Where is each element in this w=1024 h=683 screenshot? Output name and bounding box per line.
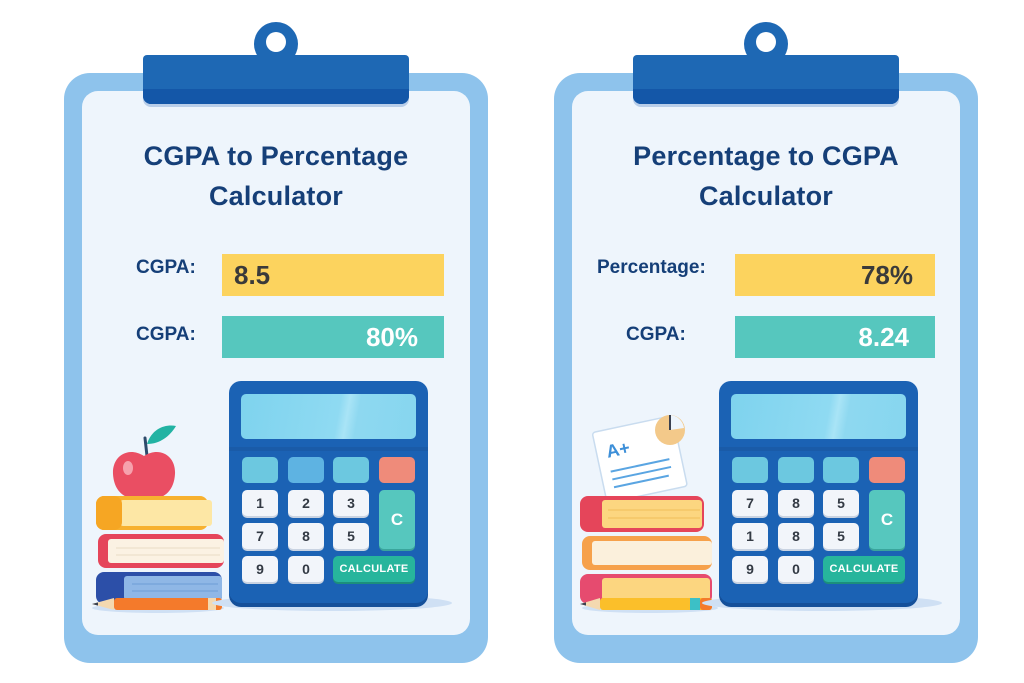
- calculator-display: [241, 394, 416, 439]
- key-0[interactable]: 0: [288, 556, 324, 582]
- function-key[interactable]: [823, 457, 859, 483]
- key-0[interactable]: 0: [778, 556, 814, 582]
- key-9[interactable]: 9: [732, 556, 768, 582]
- function-key-red[interactable]: [869, 457, 905, 483]
- key-5[interactable]: 5: [823, 523, 859, 549]
- key-8[interactable]: 8: [778, 523, 814, 549]
- key-7[interactable]: 7: [732, 490, 768, 516]
- key-1[interactable]: 1: [732, 523, 768, 549]
- function-key[interactable]: [288, 457, 324, 483]
- function-key[interactable]: [242, 457, 278, 483]
- function-key[interactable]: [333, 457, 369, 483]
- result-label: CGPA:: [136, 324, 196, 345]
- cgpa-input-field[interactable]: 8.5: [222, 254, 444, 296]
- grade-paper-books-pencil-icon: A+: [580, 415, 718, 613]
- apple-books-pencil-icon: [92, 425, 224, 613]
- clear-button[interactable]: C: [379, 490, 415, 549]
- key-2[interactable]: 2: [288, 490, 324, 516]
- key-3[interactable]: 3: [333, 490, 369, 516]
- svg-text:A+: A+: [604, 437, 631, 461]
- key-8[interactable]: 8: [778, 490, 814, 516]
- percentage-input-label: Percentage:: [597, 257, 706, 278]
- result-label: CGPA:: [626, 324, 686, 345]
- key-5[interactable]: 5: [333, 523, 369, 549]
- calculate-button[interactable]: CALCULATE: [333, 556, 415, 582]
- clear-button[interactable]: C: [869, 490, 905, 549]
- page-title: Percentage to CGPA Calculator: [633, 141, 899, 211]
- clipboard-clip: [143, 22, 409, 104]
- key-7[interactable]: 7: [242, 523, 278, 549]
- function-key-red[interactable]: [379, 457, 415, 483]
- percentage-input-field[interactable]: 78%: [735, 254, 935, 296]
- page-title: CGPA to Percentage Calculator: [143, 141, 409, 211]
- cgpa-input-label: CGPA:: [136, 257, 196, 278]
- key-1[interactable]: 1: [242, 490, 278, 516]
- key-8[interactable]: 8: [288, 523, 324, 549]
- clipboard-clip: [633, 22, 899, 104]
- calculator-display: [731, 394, 906, 439]
- calculate-button[interactable]: CALCULATE: [823, 556, 905, 582]
- calculator: 7 8 5 C 1 8 5 9 0 CALCULATE: [719, 381, 918, 603]
- percentage-result-field: 80%: [222, 316, 444, 358]
- key-5[interactable]: 5: [823, 490, 859, 516]
- function-key[interactable]: [778, 457, 814, 483]
- calculator: 1 2 3 C 7 8 5 9 0 CALCULATE: [229, 381, 428, 603]
- key-9[interactable]: 9: [242, 556, 278, 582]
- function-key[interactable]: [732, 457, 768, 483]
- cgpa-result-field: 8.24: [735, 316, 935, 358]
